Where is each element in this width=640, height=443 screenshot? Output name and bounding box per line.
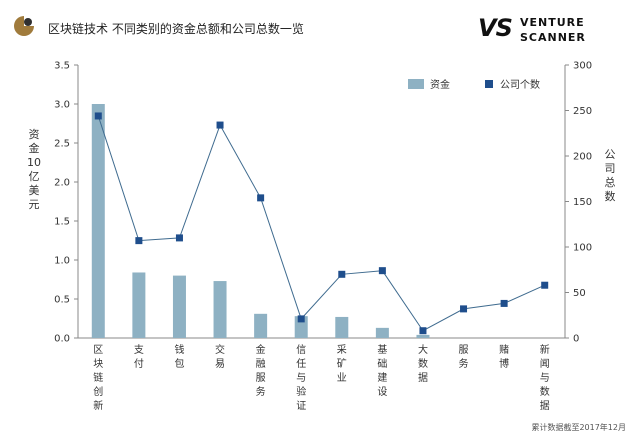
x-tick-label-char: 易 [215,358,225,370]
bar [375,327,389,338]
x-tick-label-char: 信 [296,344,306,356]
y2-axis-label-char: 数 [605,190,616,203]
x-tick-label-char: 数 [540,385,550,398]
line-point [175,234,183,242]
y2-axis-label-char: 司 [605,162,616,175]
y-tick-label: 1.5 [54,217,70,228]
footnote: 累计数据截至2017年12月 [531,423,626,432]
x-tick-label-char: 区 [93,344,103,356]
legend-label-bar: 资金 [430,78,450,91]
bar [335,316,349,338]
x-tick-label-char: 融 [256,358,266,370]
x-tick-label-char: 钱 [174,343,184,356]
y2-tick-label: 200 [573,152,592,163]
x-tick-label-char: 包 [174,357,184,370]
y-axis-label-char: 金 [29,141,40,155]
line-point [541,281,549,289]
x-tick-label-char: 付 [134,357,144,370]
x-tick-label-char: 链 [93,371,103,384]
y-tick-label: 2.0 [54,178,70,189]
y-axis-label-char: 资 [29,128,40,141]
y-axis-label-char: 美 [29,184,40,197]
legend-label-line: 公司个数 [500,78,540,91]
y2-axis-label-char: 总 [605,175,616,189]
y-tick-label: 2.5 [54,139,70,150]
y2-tick-label: 0 [573,334,579,345]
line-point [94,112,102,120]
x-tick-label-char: 服 [256,372,266,384]
x-tick-label-char: 创 [93,385,103,398]
legend-swatch-bar [408,79,424,89]
bar [172,275,186,338]
x-tick-label-char: 务 [256,385,266,398]
x-tick-label-char: 验 [296,385,306,398]
header: 区块链技术 不同类别的资金总额和公司总数一览 VS VENTURE SCANNE… [0,0,640,52]
brand-logo: VS VENTURE SCANNER [478,12,628,46]
line-point [378,267,386,275]
line-point [419,327,427,335]
x-tick-label-char: 矿 [337,357,347,370]
brand-line-2: SCANNER [520,31,586,44]
y2-tick-label: 100 [573,243,592,254]
y2-tick-label: 150 [573,197,592,208]
x-tick-label-char: 新 [93,399,103,412]
x-tick-label-char: 支 [134,344,144,356]
x-tick-label-char: 闻 [540,357,550,370]
x-tick-label-char: 基 [377,343,387,356]
y2-tick-label: 50 [573,288,586,299]
x-tick-label-char: 与 [296,372,306,384]
brand-mark: VS [478,14,513,42]
y-axis-label-char: 元 [29,198,40,211]
x-tick-label-char: 块 [93,358,103,370]
y2-axis-label-char: 公 [605,148,616,161]
line-point [500,299,508,307]
y-tick-label: 0.0 [54,334,70,345]
y-axis-label-char: 亿 [29,170,40,183]
logo-icon [14,16,34,36]
x-tick-label-char: 服 [459,344,469,356]
x-tick-label-char: 设 [377,386,387,398]
y2-tick-label: 250 [573,106,592,117]
legend-swatch-line [485,80,493,88]
line-point [297,315,305,323]
brand-line-1: VENTURE [520,16,585,29]
bar [416,334,430,338]
x-tick-label-char: 证 [296,400,306,412]
x-tick-label-char: 赌 [499,343,509,356]
x-tick-label-char: 大 [418,343,428,356]
x-tick-label-char: 博 [499,357,509,370]
bar [132,272,146,338]
x-tick-label-char: 建 [377,371,387,384]
line-point [257,194,265,202]
x-tick-label-char: 业 [337,372,347,384]
company-count-line [97,115,545,332]
x-tick-label-char: 据 [540,399,550,412]
bar [91,104,105,338]
x-tick-label-char: 任 [296,357,306,370]
x-tick-label-char: 与 [540,372,550,384]
y-tick-label: 1.0 [54,256,70,267]
x-tick-label-char: 采 [337,344,347,356]
x-tick-label-char: 础 [377,358,387,370]
x-tick-label-char: 数 [418,357,428,370]
line-point [135,237,143,245]
bar [213,281,227,338]
line-point [216,121,224,129]
y2-tick-label: 300 [573,61,592,72]
y-tick-label: 3.0 [54,100,70,111]
x-tick-label-char: 金 [256,343,266,356]
y-tick-label: 3.5 [54,61,70,72]
chart-title: 区块链技术 不同类别的资金总额和公司总数一览 [48,22,304,36]
y-axis-label-char: 10 [27,156,41,169]
x-tick-label-char: 交 [215,343,225,356]
x-tick-label-char: 据 [418,371,428,384]
x-tick-label-char: 新 [540,343,550,356]
line-point [460,305,468,313]
line-point [338,270,346,278]
x-tick-label-char: 务 [459,357,469,370]
y-tick-label: 0.5 [54,295,70,306]
bar [254,313,268,338]
